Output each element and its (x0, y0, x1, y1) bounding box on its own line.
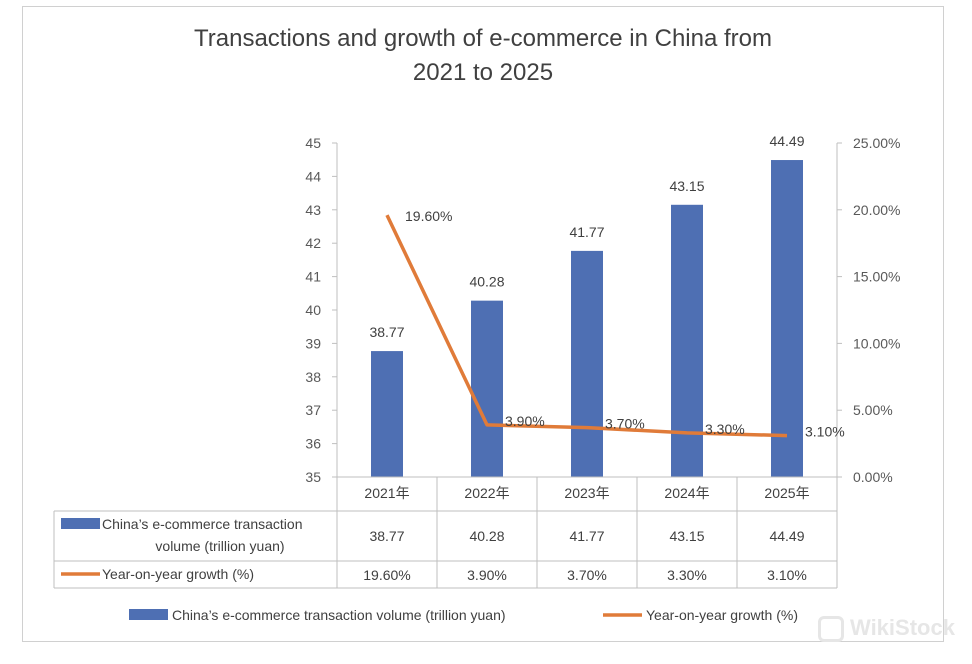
y-left-tick-label: 37 (305, 402, 321, 418)
bar (571, 250, 603, 477)
bar-data-label: 43.15 (669, 178, 704, 194)
growth-line (385, 214, 788, 438)
y-left-tick-label: 44 (305, 168, 321, 184)
x-tick-label: 2025年 (764, 485, 809, 501)
bar (671, 204, 703, 478)
y-left-tick-label: 42 (305, 235, 321, 251)
wikistock-logo-icon (818, 616, 844, 643)
bar-data-label: 38.77 (369, 324, 404, 340)
bar-data-label: 41.77 (569, 224, 604, 240)
line-data-label: 3.10% (805, 424, 845, 440)
table-legend-key-bars (61, 518, 100, 529)
bar-data-label: 44.49 (769, 133, 804, 149)
legend-label: China’s e-commerce transaction volume (t… (172, 607, 506, 623)
y-left-tick-label: 45 (305, 135, 321, 151)
line-data-label: 3.30% (705, 421, 745, 437)
x-tick-label: 2023年 (564, 485, 609, 501)
table-cell: 3.10% (767, 567, 807, 583)
y-left-tick-label: 40 (305, 302, 321, 318)
table-row-label: China’s e-commerce transaction (102, 516, 303, 532)
table-cell: 41.77 (569, 528, 604, 544)
line-data-label: 3.90% (505, 413, 545, 429)
watermark: WikiStock (818, 608, 968, 648)
y-right-tick-label: 25.00% (853, 135, 900, 151)
chart-title-line2: 2021 to 2025 (412, 59, 554, 86)
bar (371, 351, 403, 477)
table-cell: 43.15 (669, 528, 704, 544)
chart-title-line1: Transactions and growth of e-commerce in… (193, 25, 772, 52)
y-left-tick-label: 43 (305, 202, 321, 218)
table-cell: 3.70% (567, 567, 607, 583)
y-right-tick-label: 15.00% (853, 269, 900, 285)
table-cell: 3.30% (667, 567, 707, 583)
y-right-tick-label: 5.00% (853, 402, 893, 418)
table-cell: 19.60% (363, 567, 410, 583)
line-data-label: 3.70% (605, 416, 645, 432)
legend-label: Year-on-year growth (%) (646, 607, 798, 623)
x-tick-label: 2022年 (464, 485, 509, 501)
y-left-tick-label: 36 (305, 436, 321, 452)
table-row-label: Year-on-year growth (%) (102, 566, 254, 582)
y-right-tick-label: 10.00% (853, 335, 900, 351)
y-left-tick-label: 35 (305, 469, 321, 485)
y-left-tick-label: 38 (305, 369, 321, 385)
table-cell: 44.49 (769, 528, 804, 544)
table-cell: 38.77 (369, 528, 404, 544)
line-data-label: 19.60% (405, 208, 452, 224)
bar-data-label: 40.28 (469, 274, 504, 290)
chart-title: Transactions and growth of e-commerce in… (22, 22, 944, 90)
bar (771, 160, 803, 477)
x-tick-label: 2021年 (364, 485, 409, 501)
table-cell: 40.28 (469, 528, 504, 544)
legend-key-bars (129, 609, 168, 620)
y-right-tick-label: 0.00% (853, 469, 893, 485)
x-tick-label: 2024年 (664, 485, 709, 501)
bar (471, 300, 503, 477)
y-left-tick-label: 39 (305, 335, 321, 351)
y-right-tick-label: 20.00% (853, 202, 900, 218)
table-row-label: volume (trillion yuan) (155, 538, 284, 554)
y-left-tick-label: 41 (305, 269, 321, 285)
watermark-text: WikiStock (850, 615, 955, 640)
table-cell: 3.90% (467, 567, 507, 583)
